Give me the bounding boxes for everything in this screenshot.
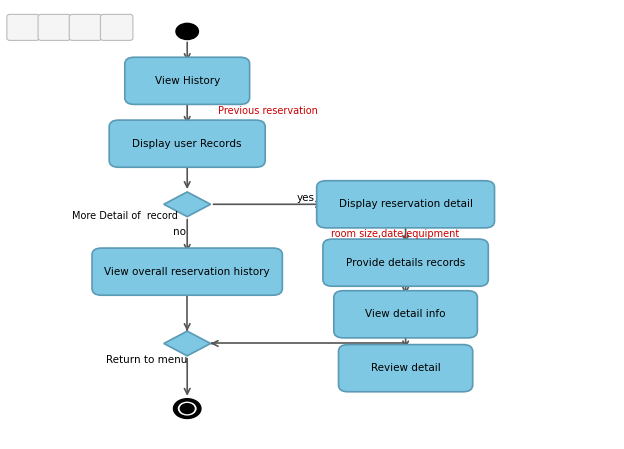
Text: room size,date,equipment: room size,date,equipment [331, 229, 459, 239]
Text: Return to menu: Return to menu [106, 355, 187, 365]
FancyBboxPatch shape [100, 14, 133, 40]
Text: View detail info: View detail info [365, 309, 446, 319]
Text: Display user Records: Display user Records [132, 139, 242, 149]
FancyBboxPatch shape [125, 57, 250, 105]
Text: View History: View History [155, 76, 220, 86]
Text: Previous reservation: Previous reservation [218, 106, 318, 116]
FancyBboxPatch shape [323, 239, 488, 286]
Text: yes: yes [296, 194, 314, 203]
FancyBboxPatch shape [69, 14, 102, 40]
FancyBboxPatch shape [38, 14, 71, 40]
FancyBboxPatch shape [338, 345, 472, 392]
Polygon shape [163, 192, 210, 216]
FancyBboxPatch shape [92, 248, 282, 295]
Text: View overall reservation history: View overall reservation history [104, 267, 270, 277]
Circle shape [178, 402, 196, 415]
Polygon shape [163, 331, 210, 356]
Circle shape [173, 399, 201, 418]
Circle shape [180, 404, 194, 414]
Text: Display reservation detail: Display reservation detail [339, 199, 472, 209]
FancyBboxPatch shape [109, 120, 265, 167]
FancyBboxPatch shape [7, 14, 39, 40]
Text: no: no [173, 227, 185, 237]
FancyBboxPatch shape [316, 180, 494, 228]
Circle shape [176, 23, 198, 40]
Text: More Detail of  record: More Detail of record [72, 211, 178, 221]
FancyBboxPatch shape [334, 291, 477, 338]
Text: Review detail: Review detail [371, 363, 441, 373]
Text: Provide details records: Provide details records [346, 258, 466, 268]
